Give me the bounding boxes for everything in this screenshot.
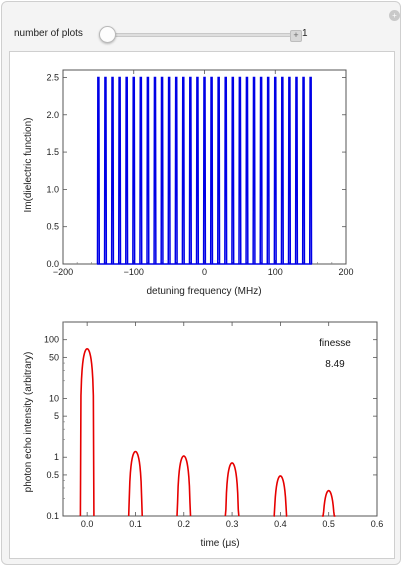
bottom-y-tick-label: 1 xyxy=(54,452,59,462)
bottom-x-axis-label: time (μs) xyxy=(200,538,239,549)
number-of-plots-value: 1 xyxy=(302,28,308,39)
finesse-value: 8.49 xyxy=(325,359,345,370)
bottom-echo-peak xyxy=(224,462,240,517)
top-peak xyxy=(181,76,185,265)
top-y-tick-label: 0.5 xyxy=(46,222,59,232)
bottom-echo-peak xyxy=(273,475,288,517)
top-x-tick-label: 200 xyxy=(338,267,353,277)
number-of-plots-slider-thumb[interactable] xyxy=(99,26,116,43)
bottom-echo-peak xyxy=(176,455,192,517)
top-peak xyxy=(266,76,270,265)
top-y-tick-label: 2.5 xyxy=(46,72,59,82)
bottom-echo-peak xyxy=(127,450,144,517)
bottom-y-tick-label: 10 xyxy=(49,393,59,403)
bottom-x-tick-label: 0.2 xyxy=(178,519,191,529)
top-y-tick-label: 1.0 xyxy=(46,184,59,194)
top-peak xyxy=(125,76,129,265)
top-peak xyxy=(217,76,221,265)
number-of-plots-label: number of plots xyxy=(14,28,83,39)
top-peak xyxy=(167,76,171,265)
top-peak xyxy=(252,76,256,265)
bottom-echo-peak xyxy=(79,347,95,517)
top-peak xyxy=(153,76,157,265)
top-peak xyxy=(301,76,306,265)
bottom-x-tick-label: 0.4 xyxy=(274,519,287,529)
top-peak xyxy=(160,76,164,265)
charts-canvas: −200 −100 0 100 200 0.0 0.5 1.0 1.5 2.0 2.5 detunin… xyxy=(23,69,384,549)
bottom-y-tick-label: 0.1 xyxy=(46,511,59,521)
top-y-tick-label: 1.5 xyxy=(46,147,59,157)
bottom-y-tick-label: 100 xyxy=(44,335,59,345)
top-peak xyxy=(231,76,235,265)
top-y-tick-label: 2.0 xyxy=(46,110,59,120)
bottom-y-tick-label: 50 xyxy=(49,352,59,362)
top-x-tick-label: 0 xyxy=(202,267,207,277)
top-peak xyxy=(103,76,108,265)
bottom-x-tick-label: 0.6 xyxy=(371,519,384,529)
top-peak xyxy=(273,76,277,265)
top-x-axis-label: detuning frequency (MHz) xyxy=(146,286,261,297)
bottom-x-tick-label: 0.3 xyxy=(226,519,239,529)
top-peak xyxy=(110,76,115,265)
plot-output-panel: −200 −100 0 100 200 0.0 0.5 1.0 1.5 2.0 2.5 detunin… xyxy=(9,51,395,559)
top-peak xyxy=(96,76,101,265)
top-peak xyxy=(280,76,284,265)
top-y-tick-label: 0.0 xyxy=(46,259,59,269)
bottom-x-tick-label: 0.1 xyxy=(129,519,142,529)
top-peak xyxy=(294,76,299,265)
top-peak xyxy=(146,76,150,265)
top-peak xyxy=(117,76,122,265)
bottom-echo-peak xyxy=(321,489,336,517)
top-peak xyxy=(245,76,249,265)
top-x-tick-label: −200 xyxy=(53,267,73,277)
bottom-x-tick-label: 0.0 xyxy=(81,519,94,529)
number-of-plots-slider-track[interactable] xyxy=(102,33,298,37)
top-peak xyxy=(209,76,214,265)
bottom-y-tick-label: 0.5 xyxy=(46,470,59,480)
expand-controls-button[interactable]: + xyxy=(290,30,302,42)
top-peak xyxy=(132,76,136,265)
top-peak xyxy=(259,76,263,265)
top-x-tick-label: 100 xyxy=(268,267,283,277)
bottom-y-tick-label: 5 xyxy=(54,411,59,421)
top-peak xyxy=(287,76,292,265)
top-chart: −200 −100 0 100 200 0.0 0.5 1.0 1.5 2.0 2.5 detunin… xyxy=(23,69,354,297)
bottom-x-tick-label: 0.5 xyxy=(322,519,335,529)
number-of-plots-control: number of plots + 1 xyxy=(14,25,394,45)
top-peak xyxy=(238,76,242,265)
top-peak xyxy=(188,76,192,265)
top-peak xyxy=(224,76,228,265)
bottom-chart: 0.0 0.1 0.2 0.3 0.4 0.5 0.6 0.1 0.5 1 5 10 50 100 fine… xyxy=(23,321,384,549)
top-peak xyxy=(195,76,200,265)
top-peak xyxy=(139,76,143,265)
top-x-tick-label: −100 xyxy=(124,267,144,277)
top-y-axis-label: Im(dielectric function) xyxy=(23,117,34,212)
reset-button[interactable]: + xyxy=(389,10,400,21)
bottom-plot-frame xyxy=(62,321,378,517)
finesse-label: finesse xyxy=(319,338,351,349)
top-peak xyxy=(202,76,207,265)
top-peak xyxy=(174,76,178,265)
bottom-y-axis-label: photon echo intensity (arbitrary) xyxy=(23,352,34,493)
top-peak xyxy=(308,76,313,265)
